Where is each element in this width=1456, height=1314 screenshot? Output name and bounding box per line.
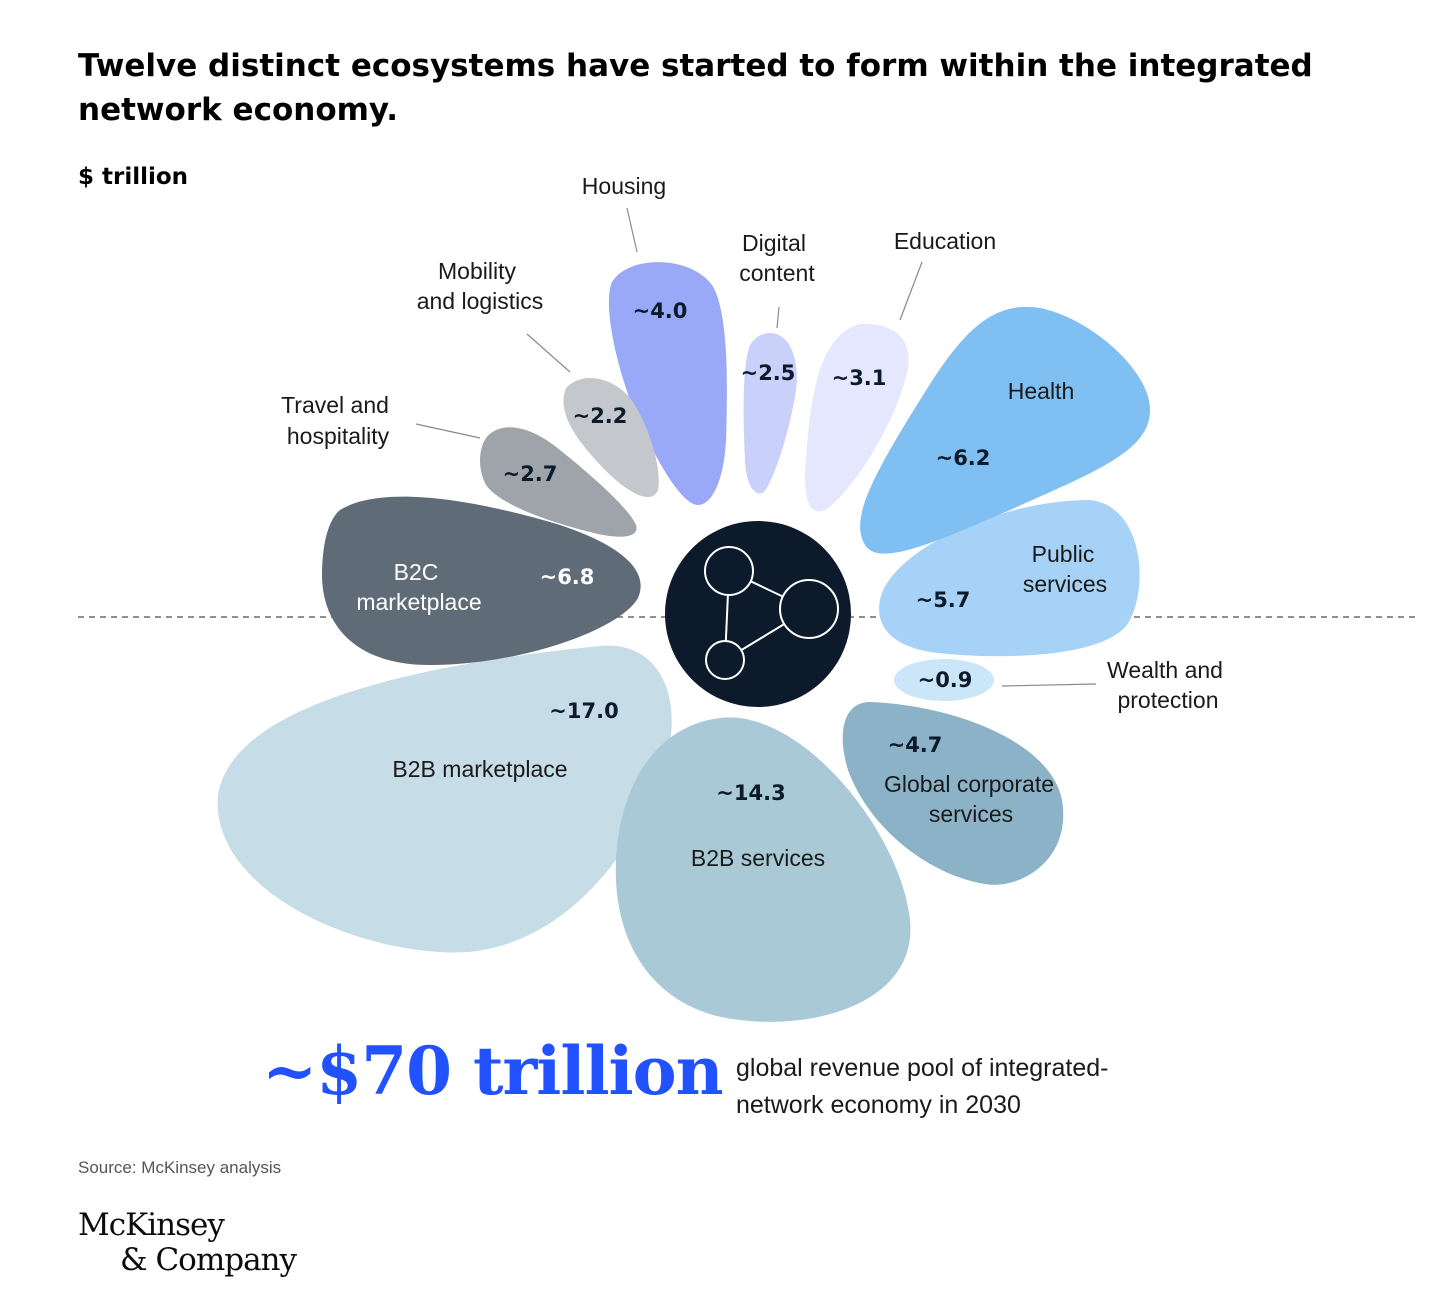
value-health: ~6.2 — [936, 446, 991, 470]
leader-line-digital-content — [776, 306, 780, 329]
petal-mobility-and-logistics — [563, 377, 659, 498]
value-b2b-marketplace: ~17.0 — [549, 699, 618, 723]
petal-b2c-marketplace — [322, 496, 641, 665]
petal-global-corporate-services — [842, 702, 1064, 885]
petal-b2b-marketplace — [217, 645, 672, 953]
petal-travel-and-hospitality — [480, 427, 637, 537]
leader-line-travel — [415, 423, 481, 439]
value-b2b-services: ~14.3 — [716, 781, 785, 805]
label-b2c-line1: B2C — [394, 559, 439, 585]
leader-line-wealth — [1001, 683, 1097, 687]
value-travel: ~2.7 — [503, 462, 558, 486]
value-mobility: ~2.2 — [573, 404, 628, 428]
unit-label: $ trillion — [78, 164, 189, 190]
label-b2b-services: B2B services — [691, 845, 825, 871]
petal-digital-content — [743, 333, 797, 494]
label-wealth-line1: Wealth and — [1107, 657, 1223, 683]
label-housing: Housing — [582, 173, 666, 199]
label-global-line2: services — [929, 801, 1013, 827]
label-mobility-line2: and logistics — [417, 288, 544, 314]
value-education: ~3.1 — [832, 366, 887, 390]
label-mobility-line1: Mobility — [438, 258, 516, 284]
value-housing: ~4.0 — [633, 299, 688, 323]
petal-wealth-and-protection — [894, 659, 994, 701]
value-global: ~4.7 — [888, 733, 943, 757]
source-note: Source: McKinsey analysis — [78, 1158, 282, 1177]
logo-line-1: McKinsey — [78, 1207, 225, 1243]
leader-line-mobility — [526, 333, 571, 373]
label-travel-line1: Travel and — [281, 392, 389, 418]
petal-b2b-services — [615, 717, 911, 1022]
petal-education — [805, 323, 909, 512]
label-global-line1: Global corporate — [884, 771, 1054, 797]
label-b2b-marketplace: B2B marketplace — [392, 756, 567, 782]
petal-housing — [608, 262, 727, 505]
total-value: ~$70 trillion — [262, 1032, 724, 1110]
value-public: ~5.7 — [916, 588, 971, 612]
label-education: Education — [894, 228, 996, 254]
total-description: global revenue pool of integrated-networ… — [736, 1054, 1109, 1119]
label-b2c-line2: marketplace — [356, 589, 481, 615]
leader-line-housing — [626, 207, 638, 253]
chart-title: Twelve distinct ecosystems have started … — [78, 48, 1313, 128]
label-digital-content-line2: content — [739, 260, 815, 286]
label-travel-line2: hospitality — [287, 423, 390, 449]
value-wealth: ~0.9 — [918, 668, 973, 692]
value-digital-content: ~2.5 — [741, 361, 796, 385]
network-hub-icon — [665, 521, 851, 707]
label-digital-content-line1: Digital — [742, 230, 806, 256]
leader-line-education — [899, 261, 923, 321]
label-wealth-line2: protection — [1117, 687, 1218, 713]
mckinsey-logo: McKinsey & Company — [78, 1207, 297, 1278]
label-public-line2: services — [1023, 571, 1107, 597]
petal-public-services — [879, 500, 1140, 657]
logo-line-2: & Company — [120, 1242, 297, 1278]
value-b2c: ~6.8 — [540, 565, 595, 589]
label-public-line1: Public — [1032, 541, 1095, 567]
label-health: Health — [1008, 378, 1074, 404]
petal-health — [860, 306, 1150, 554]
